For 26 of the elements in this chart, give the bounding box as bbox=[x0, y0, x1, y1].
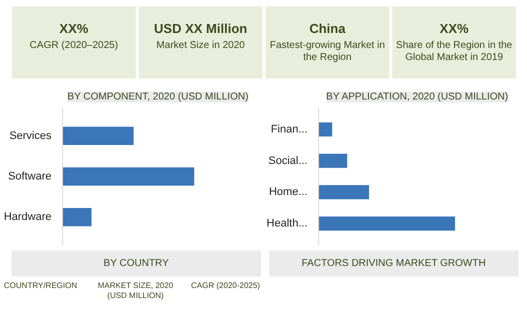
y-tick-label: Services bbox=[9, 130, 52, 142]
y-tick-label: Health... bbox=[266, 218, 308, 230]
y-tick-label: Hardware bbox=[4, 211, 52, 224]
text: Market Size in 2020 bbox=[156, 40, 246, 51]
text: Share of the Region in the Global Market in 2019 bbox=[396, 40, 513, 63]
text: Fastest-growing Market in the Region bbox=[270, 40, 385, 63]
y-tick-label: Software bbox=[8, 170, 52, 182]
chart-title: BY APPLICATION, 2020 (USD MILLION) bbox=[326, 92, 508, 102]
y-tick-label: Home... bbox=[268, 186, 308, 198]
bar bbox=[318, 122, 332, 137]
text: XX% bbox=[440, 21, 470, 36]
text: COUNTRY/REGION bbox=[4, 281, 78, 290]
text: XX% bbox=[59, 21, 89, 36]
text: USD XX Million bbox=[154, 21, 248, 36]
chart-title: BY COMPONENT, 2020 (USD MILLION) bbox=[67, 92, 248, 102]
text: BY COUNTRY bbox=[104, 258, 170, 269]
text: China bbox=[309, 21, 346, 36]
text: CAGR (2020-2025) bbox=[191, 281, 260, 290]
bar bbox=[318, 185, 370, 200]
y-tick-label: Finan... bbox=[270, 123, 308, 136]
text: CAGR (2020–2025) bbox=[30, 40, 118, 51]
text: FACTORS DRIVING MARKET GROWTH bbox=[302, 258, 486, 269]
bar bbox=[318, 216, 456, 231]
bar bbox=[318, 154, 348, 168]
text: MARKET SIZE, 2020 (USD MILLION) bbox=[98, 281, 174, 300]
y-tick-label: Social... bbox=[268, 154, 308, 167]
